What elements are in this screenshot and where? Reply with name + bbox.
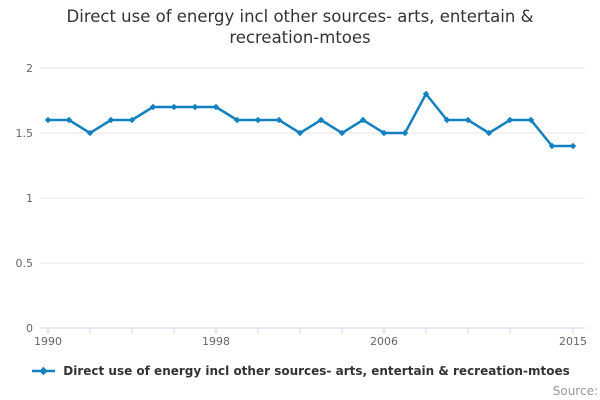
data-point-marker[interactable] [380, 129, 388, 137]
x-axis-tick-label: 2015 [559, 335, 587, 348]
y-axis-tick-label: 1.5 [16, 127, 34, 140]
legend-item[interactable]: Direct use of energy incl other sources-… [30, 364, 570, 378]
y-axis-tick-label: 0.5 [16, 257, 34, 270]
data-point-marker[interactable] [191, 103, 199, 111]
data-point-marker[interactable] [338, 129, 346, 137]
y-axis-tick-label: 0 [26, 322, 33, 335]
data-point-marker[interactable] [65, 116, 73, 124]
data-point-marker[interactable] [107, 116, 115, 124]
x-axis-tick-label: 1990 [34, 335, 62, 348]
legend-label: Direct use of energy incl other sources-… [63, 364, 570, 378]
chart-title: Direct use of energy incl other sources-… [66, 7, 534, 48]
data-point-marker[interactable] [44, 116, 52, 124]
data-point-marker[interactable] [212, 103, 220, 111]
series-line[interactable] [46, 92, 575, 148]
data-point-marker[interactable] [275, 116, 283, 124]
data-point-marker[interactable] [317, 116, 325, 124]
data-point-marker[interactable] [359, 116, 367, 124]
data-point-marker[interactable] [485, 129, 493, 137]
data-point-marker[interactable] [422, 90, 430, 98]
data-point-marker[interactable] [443, 116, 451, 124]
legend-line-marker-icon [32, 366, 56, 376]
legend: Direct use of energy incl other sources-… [0, 362, 600, 380]
y-axis-tick-label: 2 [26, 62, 33, 75]
source-label: Source: [552, 384, 598, 398]
data-point-marker[interactable] [569, 142, 577, 150]
data-point-marker[interactable] [401, 129, 409, 137]
data-point-marker[interactable] [254, 116, 262, 124]
data-point-marker[interactable] [506, 116, 514, 124]
data-point-marker[interactable] [128, 116, 136, 124]
x-axis-tick-label: 1998 [202, 335, 230, 348]
data-point-marker[interactable] [170, 103, 178, 111]
data-point-marker[interactable] [464, 116, 472, 124]
data-point-marker[interactable] [233, 116, 241, 124]
data-point-marker[interactable] [296, 129, 304, 137]
x-axis-tick-label: 2006 [370, 335, 398, 348]
data-point-marker[interactable] [149, 103, 157, 111]
data-point-marker[interactable] [548, 142, 556, 150]
data-point-marker[interactable] [86, 129, 94, 137]
data-point-marker[interactable] [527, 116, 535, 124]
y-axis-tick-label: 1 [26, 192, 33, 205]
